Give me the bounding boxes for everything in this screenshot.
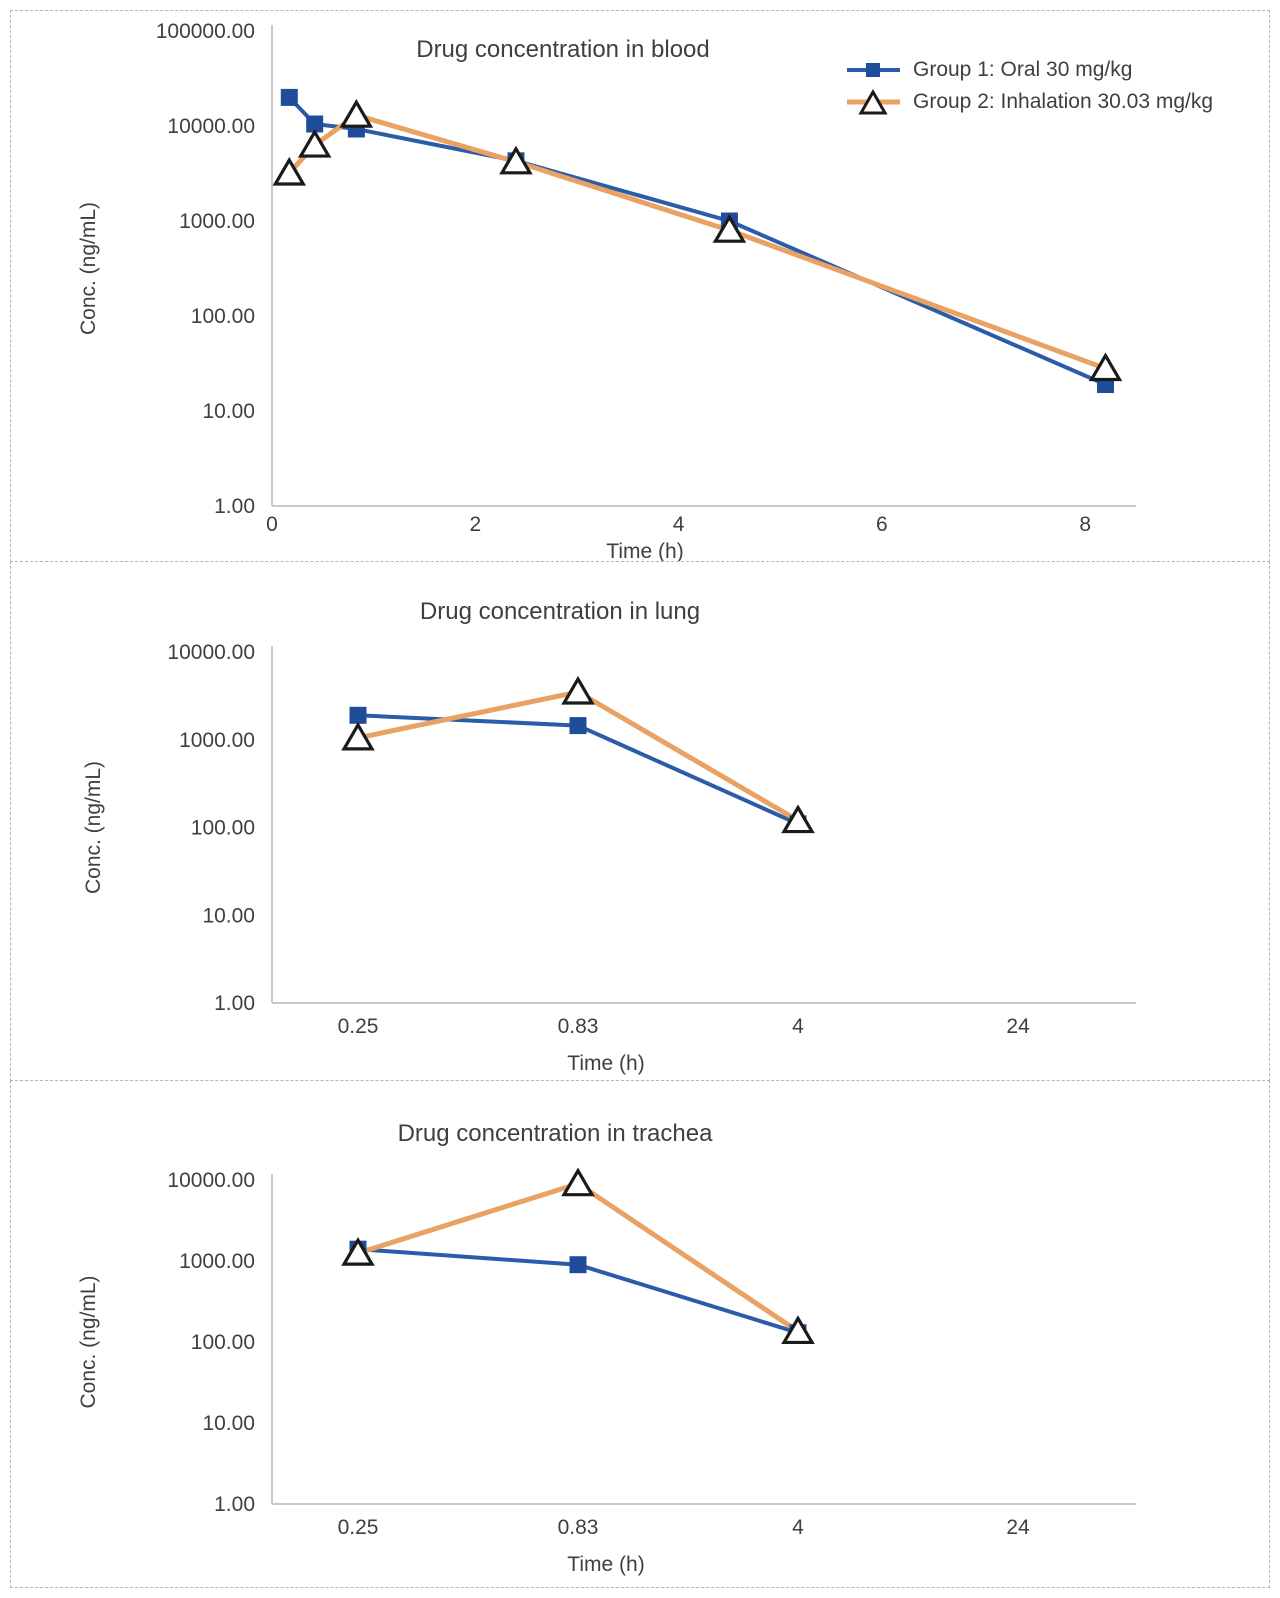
square-marker <box>866 63 880 77</box>
triangle-marker <box>339 99 374 128</box>
y-tick-label: 10.00 <box>202 1412 255 1435</box>
y-tick-label: 10.00 <box>202 904 255 927</box>
y-tick-label: 100.00 <box>191 817 255 840</box>
x-tick-label: 8 <box>1079 513 1091 536</box>
triangle-marker <box>712 214 747 243</box>
y-tick-label: 100000.00 <box>156 20 255 43</box>
triangle-marker <box>341 1236 375 1266</box>
triangle-marker <box>561 1167 595 1197</box>
y-tick-label: 1000.00 <box>179 729 255 752</box>
y-tick-label: 100.00 <box>191 305 255 328</box>
x-axis-title: Time (h) <box>567 1553 644 1576</box>
triangle-marker <box>297 128 332 158</box>
x-axis-title: Time (h) <box>567 1052 644 1075</box>
triangle-marker <box>781 804 815 834</box>
square-marker <box>569 717 587 735</box>
x-tick-label: 24 <box>1006 1015 1030 1038</box>
triangle-marker <box>858 88 888 115</box>
y-tick-label: 1000.00 <box>179 210 255 233</box>
legend-label: Group 1: Oral 30 mg/kg <box>913 58 1132 81</box>
y-tick-label: 1000.00 <box>179 1250 255 1273</box>
trachea-chart-panel: 10000.00 1000.00 100.00 10.00 1.00 0.25 0.83 4 2… <box>10 1080 1270 1588</box>
triangle-marker <box>1088 352 1123 382</box>
lung-chart-panel: 10000.00 1000.00 100.00 10.00 1.00 0.25 0.83 4 2… <box>10 561 1270 1081</box>
square-marker <box>349 706 367 724</box>
x-tick-label: 6 <box>876 513 888 536</box>
x-tick-label: 4 <box>792 1516 804 1539</box>
lung-chart: 10000.00 1000.00 100.00 10.00 1.00 0.25 0.83 4 2… <box>82 598 1136 1075</box>
y-tick-label: 1.00 <box>214 495 255 518</box>
chart-title: Drug concentration in blood <box>416 36 710 63</box>
triangle-marker <box>341 721 375 751</box>
y-tick-label: 100.00 <box>191 1331 255 1354</box>
y-axis-title: Conc. (ng/mL) <box>77 1275 100 1408</box>
x-tick-label: 0 <box>266 513 278 536</box>
triangle-marker <box>499 145 533 175</box>
square-marker <box>306 115 324 133</box>
group1-line <box>287 96 1107 387</box>
chart-title: Drug concentration in trachea <box>398 1120 714 1147</box>
y-tick-label: 1.00 <box>214 1493 255 1516</box>
x-axis-title: Time (h) <box>606 540 683 561</box>
x-tick-label: 0.83 <box>558 1516 599 1539</box>
triangle-marker <box>561 675 595 705</box>
x-tick-label: 4 <box>673 513 685 536</box>
y-tick-label: 1.00 <box>214 992 255 1015</box>
blood-chart-panel: 100000.00 10000.00 1000.00 100.00 10.00 1.00 0… <box>10 10 1270 562</box>
y-tick-label: 10000.00 <box>167 641 255 664</box>
x-tick-label: 4 <box>792 1015 804 1038</box>
x-tick-label: 0.25 <box>338 1516 379 1539</box>
x-tick-label: 2 <box>469 513 481 536</box>
square-marker <box>280 88 298 106</box>
y-axis-title: Conc. (ng/mL) <box>77 202 100 335</box>
y-axis-title: Conc. (ng/mL) <box>82 761 105 894</box>
group2-line <box>357 689 800 823</box>
y-tick-label: 10000.00 <box>167 115 255 138</box>
y-tick-label: 10000.00 <box>167 1169 255 1192</box>
x-tick-label: 0.83 <box>558 1015 599 1038</box>
square-marker <box>569 1256 587 1274</box>
x-tick-label: 24 <box>1006 1516 1030 1539</box>
blood-chart: 100000.00 10000.00 1000.00 100.00 10.00 1.00 0… <box>77 20 1213 561</box>
trachea-chart: 10000.00 1000.00 100.00 10.00 1.00 0.25 0.83 4 2… <box>77 1120 1136 1576</box>
triangle-marker <box>272 156 307 186</box>
chart-title: Drug concentration in lung <box>420 598 700 625</box>
y-tick-label: 10.00 <box>202 400 255 423</box>
legend-label: Group 2: Inhalation 30.03 mg/kg <box>913 90 1213 113</box>
triangle-marker <box>781 1315 815 1345</box>
x-tick-label: 0.25 <box>338 1015 379 1038</box>
